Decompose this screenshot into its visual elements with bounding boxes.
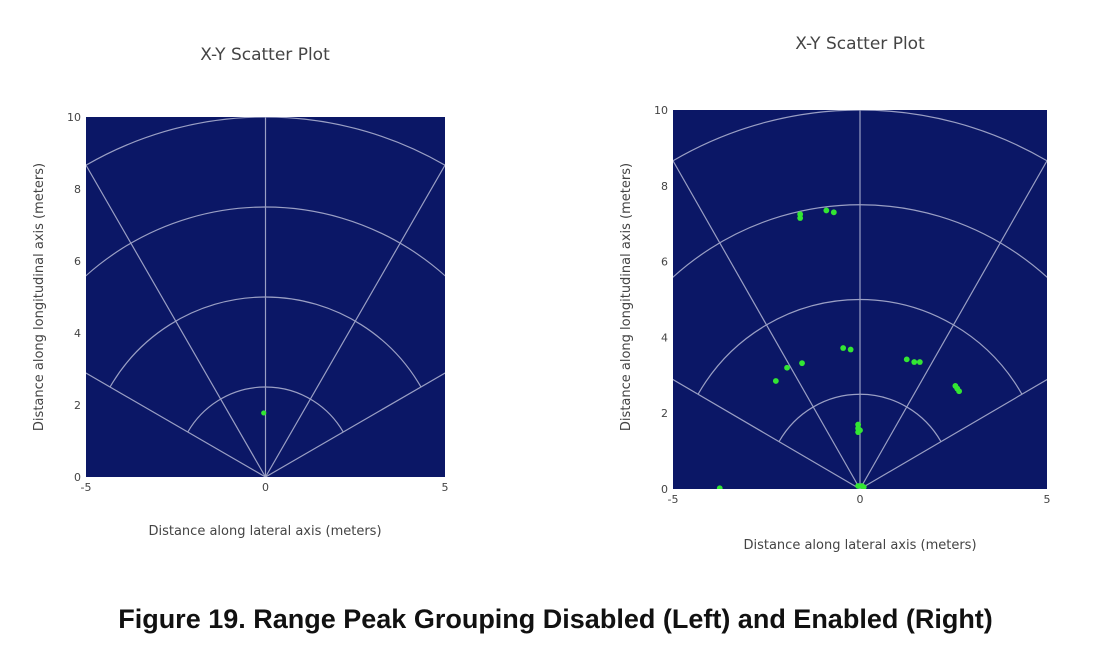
right-y-tick-label-1: 0 — [661, 483, 668, 496]
right-data-point-3 — [823, 207, 830, 214]
left-y-axis-label: Distance along longitudinal axis (meters… — [32, 163, 47, 431]
right-y-tick-label-5: 8 — [661, 180, 668, 193]
left-data-point-1 — [261, 410, 267, 416]
left-chart-title: X-Y Scatter Plot — [200, 45, 330, 65]
left-polar-grid — [86, 117, 445, 477]
right-y-axis-label: Distance along longitudinal axis (meters… — [619, 163, 634, 431]
left-x-tick-label-1: -5 — [81, 481, 92, 494]
right-spoke-5 — [859, 378, 1047, 489]
left-x-ticks: -5 0 5 — [81, 481, 449, 494]
right-data-point-6 — [847, 346, 854, 353]
left-spoke-2 — [86, 164, 267, 477]
right-data-point-23 — [716, 485, 723, 489]
right-data-points — [716, 207, 963, 489]
left-y-tick-label-5: 8 — [74, 183, 81, 196]
right-data-point-12 — [916, 359, 923, 365]
right-data-point-10 — [903, 356, 910, 363]
right-x-axis-label: Distance along lateral axis (meters) — [743, 538, 976, 553]
right-y-tick-label-3: 4 — [661, 331, 668, 344]
right-data-point-9 — [772, 378, 779, 384]
right-y-tick-label-2: 2 — [661, 407, 668, 420]
right-spoke-4 — [859, 159, 1047, 489]
left-x-tick-label-2: 0 — [262, 481, 269, 494]
figure-caption: Figure 19. Range Peak Grouping Disabled … — [118, 604, 993, 634]
left-spoke-1 — [86, 372, 266, 477]
left-y-tick-label-6: 10 — [67, 111, 81, 124]
right-x-tick-label-2: 0 — [857, 493, 864, 506]
left-x-tick-label-3: 5 — [442, 481, 449, 494]
right-data-point-4 — [830, 209, 837, 216]
right-x-tick-label-1: -5 — [668, 493, 679, 506]
right-data-point-15 — [956, 388, 963, 395]
right-data-point-22 — [860, 484, 867, 489]
left-y-tick-label-1: 0 — [74, 471, 81, 484]
left-y-ticks: 0 2 4 6 8 10 — [67, 111, 81, 484]
right-spoke-1 — [673, 378, 861, 489]
right-data-point-19 — [857, 427, 863, 434]
left-y-tick-label-4: 6 — [74, 255, 81, 268]
right-data-point-5 — [840, 345, 847, 351]
left-y-tick-label-2: 2 — [74, 399, 81, 412]
right-data-point-8 — [784, 364, 790, 371]
left-data-points — [261, 410, 267, 416]
right-polar-grid — [673, 110, 1047, 489]
left-spoke-4 — [264, 164, 445, 477]
right-y-tick-label-4: 6 — [661, 256, 668, 269]
left-spoke-5 — [265, 372, 445, 477]
right-chart-title: X-Y Scatter Plot — [795, 34, 925, 54]
right-x-tick-label-3: 5 — [1044, 493, 1051, 506]
right-data-point-2 — [797, 215, 804, 221]
right-spoke-2 — [673, 159, 861, 489]
right-data-point-11 — [911, 359, 918, 365]
left-y-tick-label-3: 4 — [74, 327, 81, 340]
right-data-point-7 — [799, 360, 805, 367]
right-x-ticks: -5 0 5 — [668, 493, 1051, 506]
left-x-axis-label: Distance along lateral axis (meters) — [148, 524, 381, 539]
right-y-tick-label-6: 10 — [654, 104, 668, 117]
right-y-ticks: 0 2 4 6 8 10 — [654, 104, 668, 496]
